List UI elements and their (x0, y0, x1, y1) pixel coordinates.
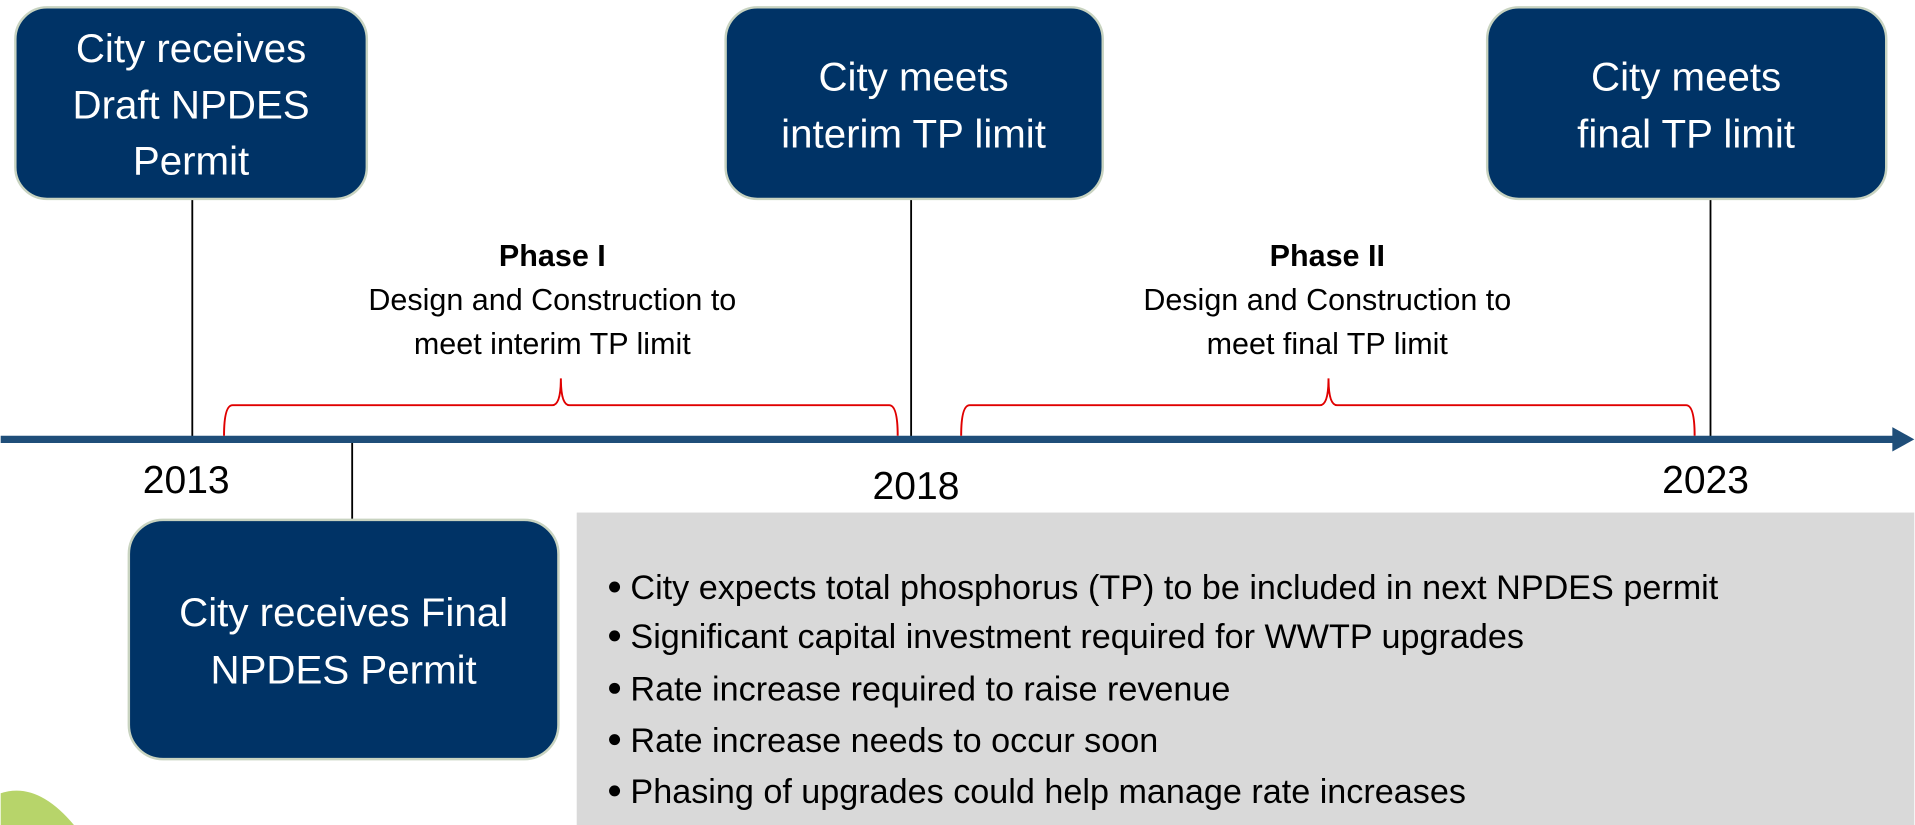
bullet-dot (609, 785, 621, 797)
event-label: interim TP limit (781, 112, 1046, 157)
event-box (724, 6, 1104, 201)
year-label: 2018 (873, 465, 960, 508)
year-label: 2013 (143, 459, 230, 502)
event-label: NPDES Permit (211, 647, 477, 692)
phase-description: meet final TP limit (1207, 327, 1449, 361)
event-label: Draft NPDES (72, 82, 309, 127)
phase-brace (223, 378, 899, 436)
axis-arrow (1892, 427, 1915, 452)
bullet-text: City expects total phosphorus (TP) to be… (630, 569, 1718, 607)
event-label: City receives Final (179, 590, 508, 635)
event-box (14, 6, 369, 201)
event-label: City receives (76, 26, 306, 71)
bullet-text: Rate increase required to raise revenue (630, 671, 1230, 709)
bullet-dot (609, 734, 621, 746)
event-label: City meets (1591, 54, 1781, 99)
event-label: final TP limit (1577, 112, 1795, 157)
notes-panel (576, 512, 1915, 825)
bullet-dot (609, 682, 621, 694)
bullet-text: Rate increase needs to occur soon (630, 722, 1158, 760)
event-box (127, 518, 560, 761)
phase-description: Design and Construction to (368, 283, 736, 317)
phase-title: Phase I (499, 239, 606, 273)
event-label: Permit (133, 139, 249, 184)
bullet-dot (609, 581, 621, 593)
event-label: City meets (818, 54, 1008, 99)
event-box (1485, 6, 1888, 201)
bullet-text: Phasing of upgrades could help manage ra… (630, 773, 1465, 811)
phase-title: Phase II (1270, 239, 1385, 273)
bullet-dot (609, 630, 621, 642)
bullet-text: Significant capital investment required … (630, 618, 1524, 656)
phase-description: Design and Construction to (1143, 283, 1511, 317)
phase-brace (960, 378, 1696, 436)
bullet-list: City expects total phosphorus (TP) to be… (609, 569, 1719, 811)
decoration (0, 790, 74, 825)
phase-description: meet interim TP limit (414, 327, 691, 361)
year-label: 2023 (1662, 459, 1749, 502)
